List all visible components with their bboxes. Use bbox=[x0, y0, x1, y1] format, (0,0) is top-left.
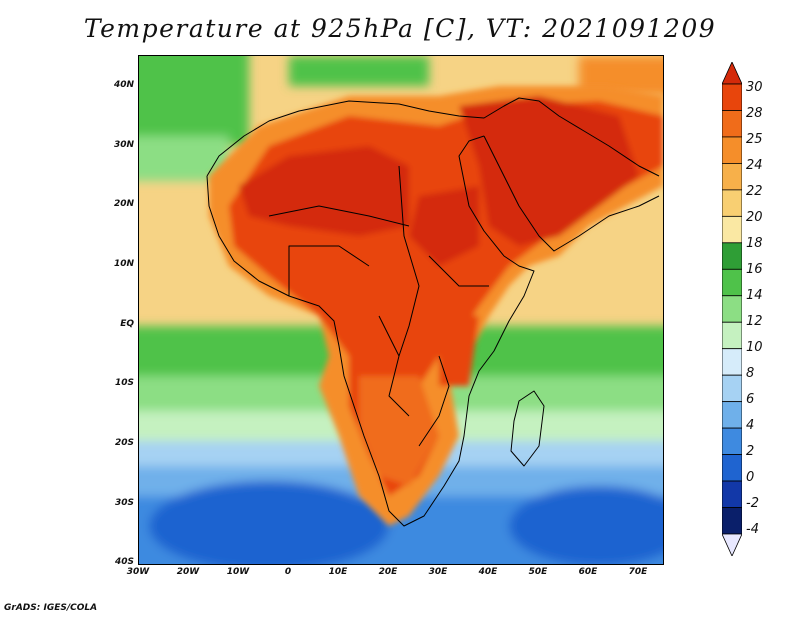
colorbar-label: 12 bbox=[746, 314, 763, 329]
colorbar-swatch bbox=[722, 136, 742, 164]
colorbar-label: -2 bbox=[746, 496, 759, 511]
colorbar-label: 10 bbox=[746, 340, 763, 355]
colorbar-swatch bbox=[722, 401, 742, 429]
temperature-field bbox=[139, 56, 663, 564]
colorbar-label: 4 bbox=[746, 418, 755, 433]
colorbar-swatch bbox=[722, 295, 742, 323]
colorbar-label: 28 bbox=[746, 106, 763, 121]
lat-tick-label: EQ bbox=[120, 319, 134, 329]
colorbar bbox=[722, 62, 742, 556]
temperature-map bbox=[138, 55, 664, 565]
lat-tick-label: 10N bbox=[113, 259, 134, 269]
lon-tick-label: 30W bbox=[126, 567, 150, 577]
colorbar-arrow-top bbox=[722, 62, 742, 85]
lon-tick-label: 20E bbox=[378, 567, 398, 577]
colorbar-swatch bbox=[722, 348, 742, 376]
colorbar-swatch bbox=[722, 507, 742, 535]
colorbar-swatch bbox=[722, 268, 742, 297]
lon-tick-label: 10E bbox=[328, 567, 348, 577]
colorbar-label: 2 bbox=[746, 444, 755, 459]
colorbar-swatch bbox=[722, 189, 742, 217]
lon-tick-label: 0 bbox=[284, 567, 292, 577]
lat-tick-label: 20N bbox=[113, 199, 134, 209]
credit-label: GrADS: IGES/COLA bbox=[4, 603, 98, 613]
lon-tick-label: 50E bbox=[528, 567, 548, 577]
colorbar-swatch bbox=[722, 83, 742, 111]
colorbar-label: 18 bbox=[746, 236, 763, 251]
colorbar-arrow-bottom bbox=[722, 533, 742, 556]
colorbar-swatch bbox=[722, 215, 742, 244]
lon-tick-label: 10W bbox=[226, 567, 250, 577]
lon-tick-label: 70E bbox=[628, 567, 648, 577]
colorbar-label: 20 bbox=[746, 210, 763, 225]
map-title: Temperature at 925hPa [C], VT: 202109120… bbox=[83, 14, 717, 43]
colorbar-label: 6 bbox=[746, 392, 755, 407]
lat-tick-label: 20S bbox=[114, 438, 134, 448]
colorbar-label: 24 bbox=[746, 158, 763, 173]
colorbar-swatch bbox=[722, 163, 742, 191]
colorbar-swatch bbox=[722, 427, 742, 455]
lat-tick-label: 40N bbox=[113, 80, 134, 90]
colorbar-swatch bbox=[722, 110, 742, 138]
colorbar-label: 0 bbox=[746, 470, 755, 485]
lon-tick-label: 60E bbox=[578, 567, 598, 577]
colorbar-label: 30 bbox=[746, 80, 763, 95]
lat-tick-label: 30S bbox=[114, 498, 134, 508]
lon-tick-label: 40E bbox=[478, 567, 498, 577]
lon-tick-label: 20W bbox=[176, 567, 200, 577]
colorbar-label: 25 bbox=[746, 132, 763, 147]
colorbar-label: 8 bbox=[746, 366, 755, 381]
colorbar-swatch bbox=[722, 480, 742, 508]
lat-tick-label: 10S bbox=[114, 378, 134, 388]
lat-tick-label: 30N bbox=[113, 140, 134, 150]
colorbar-label: 22 bbox=[746, 184, 763, 199]
colorbar-swatch bbox=[722, 321, 742, 350]
lat-tick-label: 40S bbox=[114, 557, 134, 567]
colorbar-label: 16 bbox=[746, 262, 763, 277]
colorbar-swatch bbox=[722, 242, 742, 270]
colorbar-label: 14 bbox=[746, 288, 763, 303]
colorbar-label: -4 bbox=[746, 522, 759, 537]
colorbar-swatch bbox=[722, 454, 742, 482]
lon-tick-label: 30E bbox=[428, 567, 448, 577]
colorbar-swatch bbox=[722, 374, 742, 403]
